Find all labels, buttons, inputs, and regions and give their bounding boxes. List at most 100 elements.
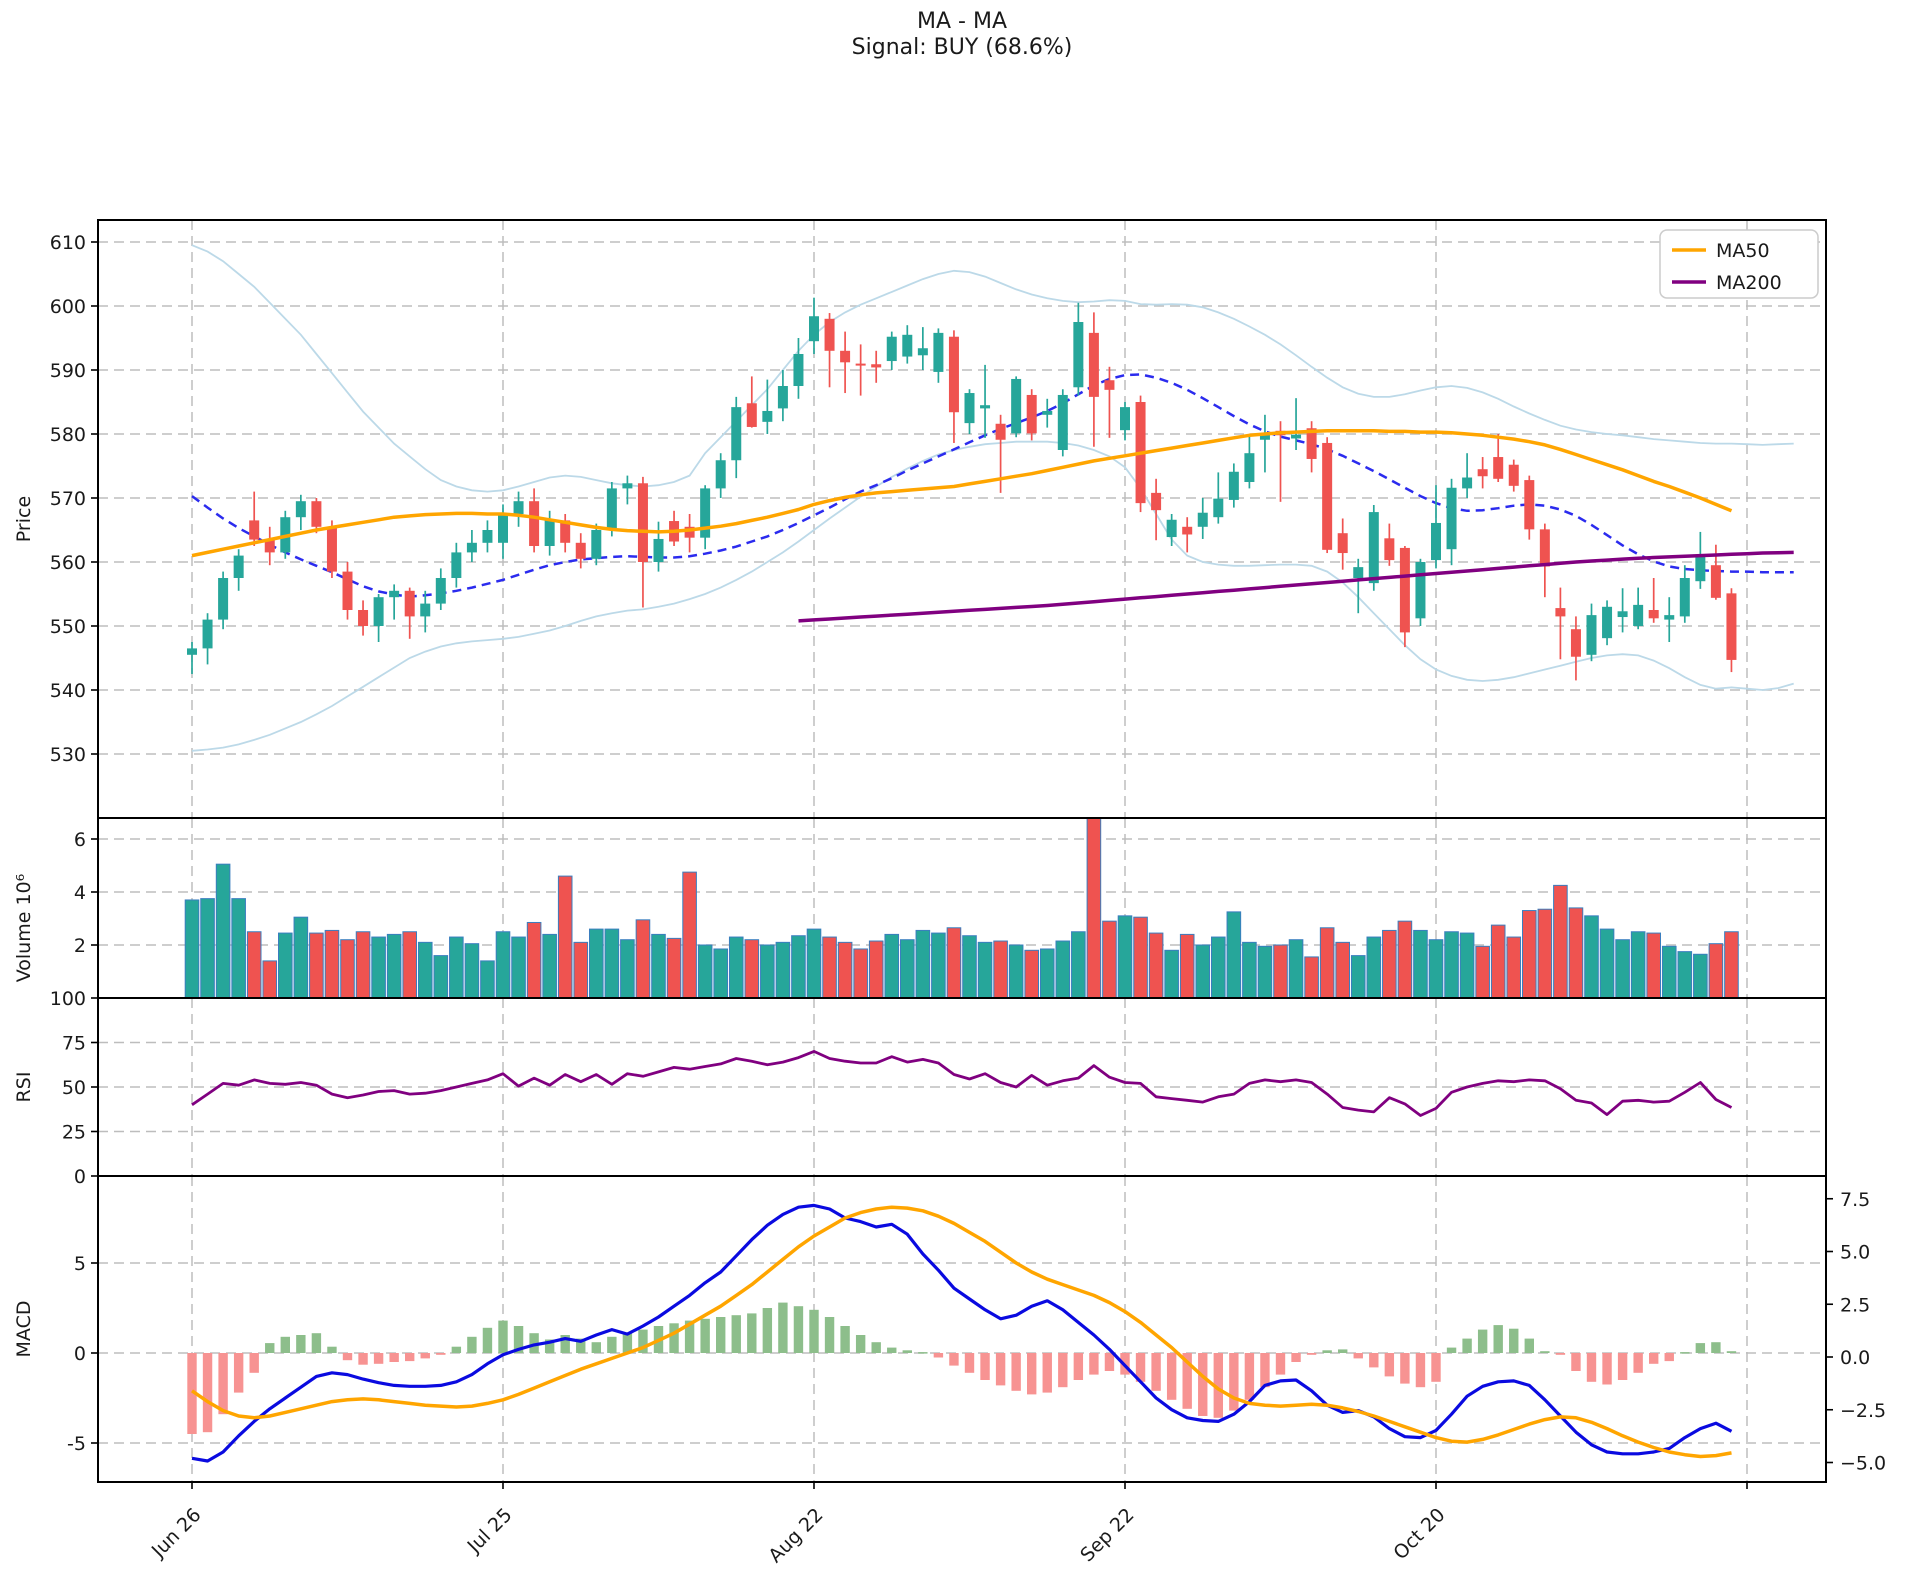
volume-bar (355, 931, 371, 999)
candle-body (1228, 471, 1239, 500)
macd-histogram-bar (451, 1346, 462, 1353)
macd-histogram-bar (716, 1317, 726, 1353)
macd-histogram-bar (1571, 1353, 1581, 1371)
macd-histogram-bar (1633, 1353, 1643, 1373)
volume-bar (884, 933, 900, 999)
macd-histogram-bar (793, 1306, 804, 1353)
macd-histogram-bar (1151, 1353, 1161, 1391)
volume-bar (900, 939, 915, 999)
macd-histogram-bar (1477, 1329, 1488, 1353)
volume-bar (1537, 908, 1553, 999)
macd-histogram-bar (1462, 1338, 1472, 1353)
volume-bar (1024, 949, 1040, 999)
macd-histogram-bar (995, 1353, 1006, 1386)
macd-histogram-bar (1540, 1351, 1550, 1353)
volume-ytick-label: 4 (74, 882, 86, 904)
volume-bar (775, 941, 791, 999)
candle-body (513, 501, 524, 514)
volume-bar (293, 916, 309, 999)
rsi-ytick-label: 25 (62, 1122, 86, 1144)
candle-body (466, 542, 477, 553)
candle-body (637, 483, 648, 562)
macd-histogram-bar (1493, 1325, 1503, 1353)
volume-bar (278, 932, 293, 999)
candle-body (684, 526, 695, 538)
macd-histogram-bar (1400, 1353, 1410, 1384)
rsi-line (191, 1050, 1733, 1117)
macd-right-ytick-label: 5.0 (1840, 1242, 1870, 1264)
volume-bar (1475, 945, 1490, 999)
candle-body (1508, 464, 1519, 486)
macd-histogram-bar (1260, 1353, 1270, 1388)
volume-bar (1008, 944, 1024, 999)
candle-body (855, 363, 866, 366)
candle-body (1633, 604, 1644, 626)
candle-body (264, 539, 275, 553)
volume-bar (1630, 931, 1646, 999)
volume-bar (1615, 939, 1630, 999)
volume-bar (1506, 936, 1522, 999)
chart-title: MA - MA (917, 9, 1007, 34)
macd-histogram-bar (1664, 1353, 1674, 1362)
candle-body (482, 530, 493, 543)
candle-body (762, 410, 773, 422)
volume-bar (946, 927, 962, 999)
candle-body (342, 571, 353, 610)
macd-histogram-bar (373, 1353, 384, 1364)
candle-body (591, 530, 602, 559)
gridlines (98, 220, 1826, 1482)
macd-histogram-bar (949, 1353, 959, 1366)
x-tick-label: Jun 26 (147, 1504, 206, 1563)
candle-body (544, 520, 555, 546)
macd-histogram-bar (1446, 1347, 1457, 1353)
macd-right-ytick-label: 7.5 (1840, 1189, 1870, 1211)
volume-bar (1117, 915, 1133, 999)
macd-histogram-bar (482, 1327, 493, 1353)
macd-histogram-bar (1384, 1353, 1395, 1377)
candle-body (980, 405, 991, 409)
macd-histogram-bar (887, 1347, 897, 1353)
volume-bar (1164, 949, 1179, 999)
macd-line (191, 1203, 1733, 1463)
candle-body (311, 501, 322, 527)
macd-histogram-bar (1213, 1353, 1223, 1418)
candlesticks (187, 297, 1737, 681)
macd-histogram-bar (1182, 1353, 1192, 1409)
volume-bar (1459, 932, 1475, 999)
volume-bar (1366, 936, 1382, 999)
candle-body (326, 526, 337, 572)
volume-bar (262, 960, 278, 999)
macd-histogram-bar (591, 1342, 601, 1353)
macd-histogram-bar (389, 1353, 399, 1362)
volume-bar (1335, 941, 1351, 999)
candle-body (249, 520, 260, 540)
macd-histogram-bar (1353, 1353, 1363, 1359)
bollinger-lower-line (191, 440, 1794, 752)
macd-histogram-bar (1322, 1350, 1332, 1353)
price-ytick-label: 610 (50, 232, 86, 254)
candle-body (1539, 529, 1550, 567)
volume-bar (495, 931, 511, 999)
candle-body (1306, 428, 1317, 459)
candle-body (1586, 615, 1597, 655)
candle-body (606, 488, 617, 530)
macd-histogram-bar (280, 1336, 290, 1353)
macd-right-ytick-label: 0.0 (1840, 1347, 1870, 1369)
volume-bar (480, 960, 495, 999)
candle-body (1104, 380, 1115, 390)
volume-bar (651, 933, 666, 999)
volume-bar (309, 932, 324, 999)
volume-bar (697, 944, 713, 999)
macd-histogram-bar (187, 1353, 197, 1434)
candle-body (1073, 322, 1084, 388)
macd-histogram-bar (840, 1326, 850, 1353)
volume-bar (1661, 945, 1677, 999)
macd-histogram-bar (902, 1350, 912, 1353)
candle-body (1648, 610, 1659, 619)
volume-bar (977, 941, 993, 999)
price-ytick-label: 560 (50, 552, 86, 574)
macd-histogram-bar (202, 1353, 213, 1433)
macd-histogram-bar (1509, 1328, 1519, 1353)
candle-body (575, 542, 586, 559)
volume-bar (449, 936, 464, 999)
